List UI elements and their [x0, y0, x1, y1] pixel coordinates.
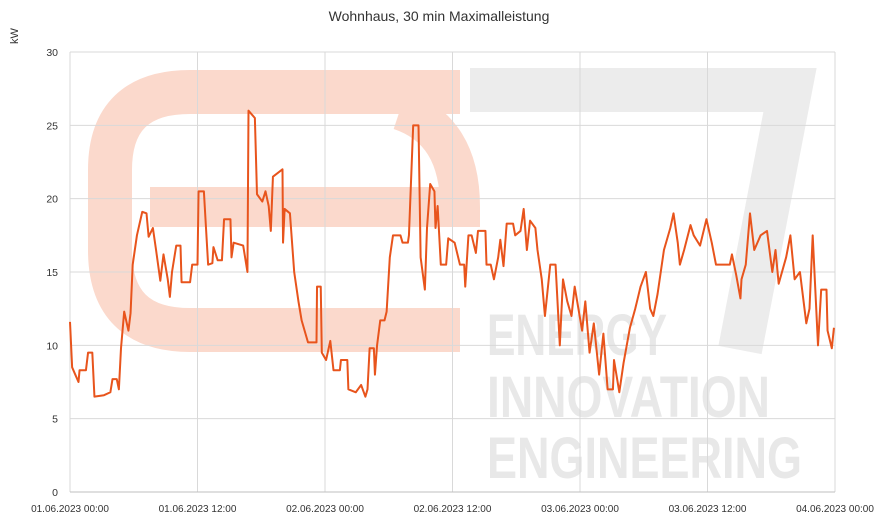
y-tick-label: 0: [52, 487, 58, 499]
x-tick-label: 04.06.2023 00:00: [796, 504, 874, 515]
y-tick-label: 25: [46, 120, 58, 132]
x-tick-label: 01.06.2023 12:00: [159, 504, 237, 515]
y-tick-label: 30: [46, 47, 58, 59]
y-tick-label: 10: [46, 340, 58, 352]
y-tick-label: 5: [52, 414, 58, 426]
y-tick-label: 20: [46, 194, 58, 206]
chart-title: Wohnhaus, 30 min Maximalleistung: [329, 8, 550, 24]
watermark: ENERGY INNOVATION ENGINEERING: [88, 68, 817, 491]
watermark-text: ENGINEERING: [487, 426, 802, 491]
data-line: [69, 109, 835, 398]
x-tick-label: 02.06.2023 12:00: [414, 504, 492, 515]
y-tick-label: 15: [46, 267, 58, 279]
watermark-text: INNOVATION: [487, 365, 770, 430]
watermark-text: ENERGY: [487, 303, 667, 368]
watermark-shape: [470, 68, 817, 355]
watermark-shape: [150, 91, 481, 227]
x-tick-label: 02.06.2023 00:00: [286, 504, 364, 515]
x-tick-label: 03.06.2023 12:00: [669, 504, 747, 515]
y-axis-label: kW: [9, 27, 21, 44]
watermark-shape: [88, 70, 460, 352]
x-tick-label: 03.06.2023 00:00: [541, 504, 619, 515]
x-tick-label: 01.06.2023 00:00: [31, 504, 109, 515]
